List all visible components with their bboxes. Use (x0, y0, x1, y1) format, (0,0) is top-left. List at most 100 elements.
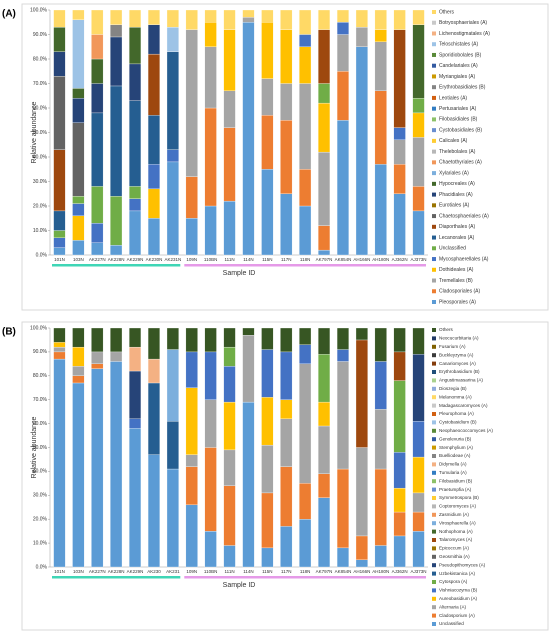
x-tick-label: AH166N (353, 257, 370, 262)
legend-swatch (432, 378, 436, 383)
bar-segment (336, 327, 349, 350)
bar-segment (129, 327, 142, 348)
bar-segment (223, 449, 236, 486)
bar-segment (166, 51, 179, 150)
bar-segment (185, 29, 198, 177)
bar-segment (336, 9, 349, 23)
x-tick-label: AK231N (164, 257, 181, 262)
legend-swatch (432, 487, 436, 492)
bar-segment (129, 198, 142, 212)
bar-segment (91, 83, 104, 114)
bar-segment (242, 327, 255, 336)
y-tick-label: 100.0% (30, 325, 48, 331)
legend-label: Hypocreales (A) (439, 181, 475, 187)
legend-swatch (432, 289, 436, 294)
bar-segment (412, 492, 425, 513)
x-tick-label: AH166N (353, 569, 370, 574)
bar-segment (393, 29, 406, 128)
y-tick-label: 80.0% (33, 56, 48, 62)
bar-segment (53, 342, 66, 348)
bar-segment (318, 401, 331, 427)
bar-segment (393, 351, 406, 381)
y-axis-title: Relative abundance (31, 416, 38, 478)
legend-swatch (432, 395, 436, 400)
bar-segment (318, 29, 331, 84)
bar-segment (261, 169, 274, 256)
group-bar (52, 264, 181, 267)
bar-segment (355, 559, 368, 568)
bar-segment (374, 41, 387, 91)
bar-segment (318, 473, 331, 498)
bar-segment (318, 102, 331, 153)
bar-segment (261, 397, 274, 446)
bar-segment (185, 327, 198, 353)
bar-segment (393, 127, 406, 140)
legend-swatch (432, 470, 436, 475)
legend-swatch (432, 344, 436, 349)
x-tick-label: 103N (73, 569, 84, 574)
bar-segment (91, 222, 104, 243)
bar-segment (147, 164, 160, 190)
bar-segment (72, 122, 85, 197)
bar-segment (166, 468, 179, 568)
y-tick-label: 50.0% (33, 445, 48, 451)
bar-segment (393, 327, 406, 353)
bar-segment (223, 9, 236, 30)
bar-segment (185, 218, 198, 256)
bar-segment (223, 401, 236, 451)
legend-swatch (432, 580, 436, 584)
legend-label: Geosmithia (A) (439, 554, 470, 559)
bar-segment (336, 22, 349, 35)
legend-swatch (432, 267, 436, 272)
bar-segment (374, 409, 387, 470)
legend-swatch (432, 428, 436, 433)
bar-segment (393, 193, 406, 256)
bar-segment (53, 210, 66, 231)
bar-segment (355, 9, 368, 28)
bar-segment (261, 444, 274, 494)
legend-label: Erythrobasidium (B) (439, 369, 480, 374)
legend-swatch (432, 224, 436, 229)
bar-segment (299, 344, 312, 365)
legend-label: Nothophoma (A) (439, 529, 473, 534)
x-tick-label: 101N (54, 569, 65, 574)
legend-label: Talaromyces (A) (439, 537, 473, 542)
legend-swatch (432, 128, 436, 133)
legend-label: Uzbekistanica (A) (439, 571, 475, 576)
y-tick-label: 20.0% (33, 203, 48, 209)
y-tick-label: 30.0% (33, 493, 48, 499)
legend-swatch (432, 246, 436, 251)
bar-segment (336, 468, 349, 549)
legend-swatch (432, 149, 436, 154)
bar-segment (336, 349, 349, 362)
legend-swatch (432, 613, 436, 618)
bar-segment (280, 351, 293, 400)
x-tick-label: AK854N (335, 257, 352, 262)
legend-swatch (432, 563, 436, 568)
x-tick-label: AK230N (146, 257, 163, 262)
bar-segment (412, 511, 425, 532)
y-tick-label: 70.0% (33, 397, 48, 403)
legend-label: Pleurophoma (A) (439, 411, 474, 416)
bar-segment (147, 382, 160, 455)
legend-label: Angustimassarina (A) (439, 378, 483, 383)
x-tick-label: 111N (225, 569, 235, 574)
legend-label: Leotiales (A) (439, 95, 467, 101)
y-tick-label: 40.0% (33, 154, 48, 160)
bar-segment (374, 545, 387, 568)
legend-label: Epicoccum (A) (439, 546, 469, 551)
bar-segment (53, 346, 66, 353)
bar-segment (280, 327, 293, 353)
bar-segment (72, 196, 85, 204)
legend-swatch (432, 370, 436, 374)
bar-segment (280, 9, 293, 30)
bar-segment (166, 349, 179, 422)
x-tick-label: 111N (225, 257, 235, 262)
x-tick-label: AJ373N (411, 569, 427, 574)
bar-segment (412, 531, 425, 568)
legend-label: Aureobasidium (A) (439, 596, 478, 601)
panel-label: (B) (2, 327, 16, 338)
bar-segment (72, 375, 85, 384)
legend-label: Coptoromyces (A) (439, 504, 476, 509)
bar-segment (318, 249, 331, 256)
